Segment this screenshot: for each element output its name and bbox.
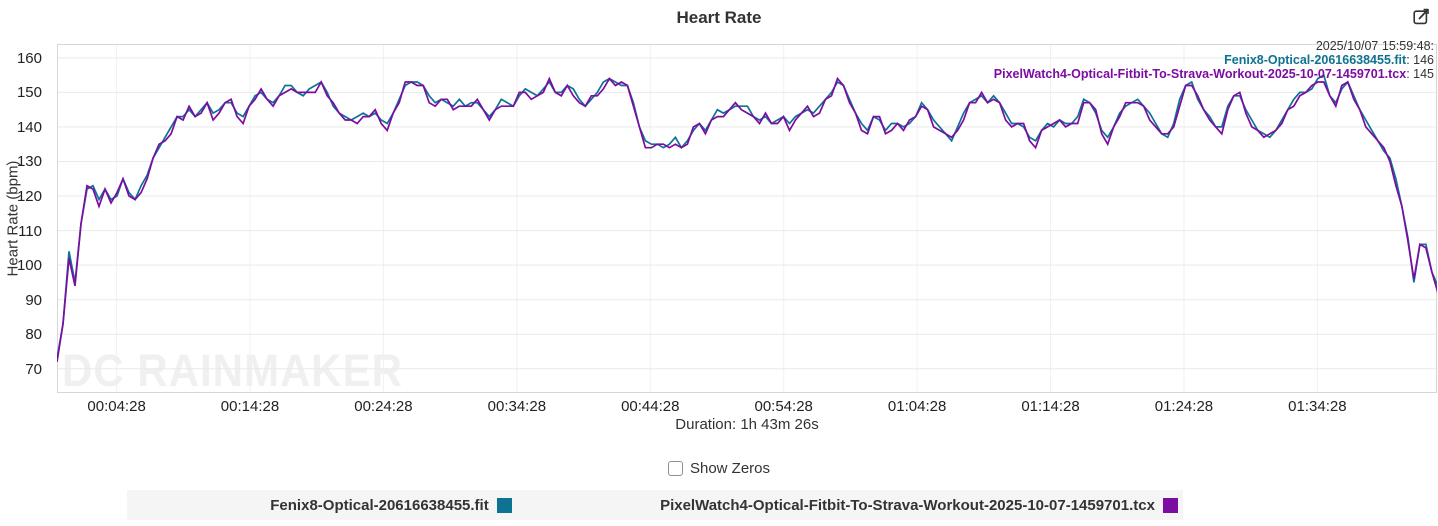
x-tick-label: 01:34:28 — [1288, 398, 1347, 415]
tooltip-series-2: PixelWatch4-Optical-Fitbit-To-Strava-Wor… — [993, 67, 1434, 81]
heart-rate-line-chart[interactable] — [57, 44, 1437, 393]
hover-tooltip: 2025/10/07 15:59:48: Fenix8-Optical-2061… — [994, 39, 1434, 81]
y-tick-label: 120 — [16, 188, 42, 206]
legend-label: Fenix8-Optical-20616638455.fit — [270, 496, 489, 514]
x-tick-label: 00:04:28 — [87, 398, 146, 415]
show-zeros-row: Show Zeros — [0, 457, 1438, 479]
x-tick-label: 00:44:28 — [621, 398, 680, 415]
x-tick-label: 00:34:28 — [487, 398, 547, 415]
edit-icon — [1412, 8, 1429, 24]
x-tick-label: 01:04:28 — [887, 398, 947, 415]
x-tick-label: 01:24:28 — [1154, 398, 1214, 415]
plot-area[interactable]: DC RAINMAKER — [57, 44, 1437, 396]
y-tick-label: 160 — [16, 49, 42, 67]
series-line-0 — [57, 73, 1437, 359]
show-zeros-label[interactable]: Show Zeros — [689, 459, 771, 477]
page-title: Heart Rate — [676, 8, 762, 27]
y-tick-label: 70 — [25, 360, 42, 378]
legend-item-fenix8[interactable]: Fenix8-Optical-20616638455.fit — [127, 490, 655, 520]
x-tick-label: 00:14:28 — [220, 398, 280, 415]
y-tick-label: 110 — [18, 222, 42, 240]
edit-chart-icon[interactable] — [1411, 6, 1431, 26]
x-tick-label: 00:24:28 — [354, 398, 413, 415]
dc-rainmaker-watermark: DC RAINMAKER — [62, 345, 403, 396]
tooltip-series-1: Fenix8-Optical-20616638455.fit: 146 — [1224, 53, 1434, 67]
plot-border — [57, 44, 1437, 393]
series-line-1 — [57, 76, 1437, 363]
legend-label: PixelWatch4-Optical-Fitbit-To-Strava-Wor… — [660, 496, 1155, 514]
x-axis-tick-labels: 00:04:28 00:14:28 00:24:28 00:34:28 00:44:28… — [57, 398, 1437, 416]
tooltip-datetime: 2025/10/07 15:59:48: — [1315, 39, 1434, 53]
legend-item-pixelwatch4[interactable]: PixelWatch4-Optical-Fitbit-To-Strava-Wor… — [655, 490, 1183, 520]
y-axis-tick-labels: 70 80 90 100 110 120 130 140 150 160 — [0, 44, 50, 393]
y-tick-label: 100 — [16, 257, 42, 275]
show-zeros-checkbox[interactable] — [667, 460, 683, 476]
y-tick-label: 150 — [16, 84, 42, 102]
y-tick-label: 80 — [25, 326, 42, 344]
y-tick-label: 130 — [16, 153, 42, 171]
y-tick-label: 90 — [25, 291, 42, 309]
legend-bar: Fenix8-Optical-20616638455.fit PixelWatc… — [127, 490, 1183, 520]
x-tick-label: 01:14:28 — [1021, 398, 1080, 415]
x-axis-title: Duration: 1h 43m 26s — [675, 416, 819, 433]
y-tick-label: 140 — [16, 118, 42, 136]
legend-swatch-teal-icon — [496, 497, 512, 513]
x-tick-label: 00:54:28 — [754, 398, 813, 415]
legend-swatch-purple-icon — [1162, 497, 1178, 513]
